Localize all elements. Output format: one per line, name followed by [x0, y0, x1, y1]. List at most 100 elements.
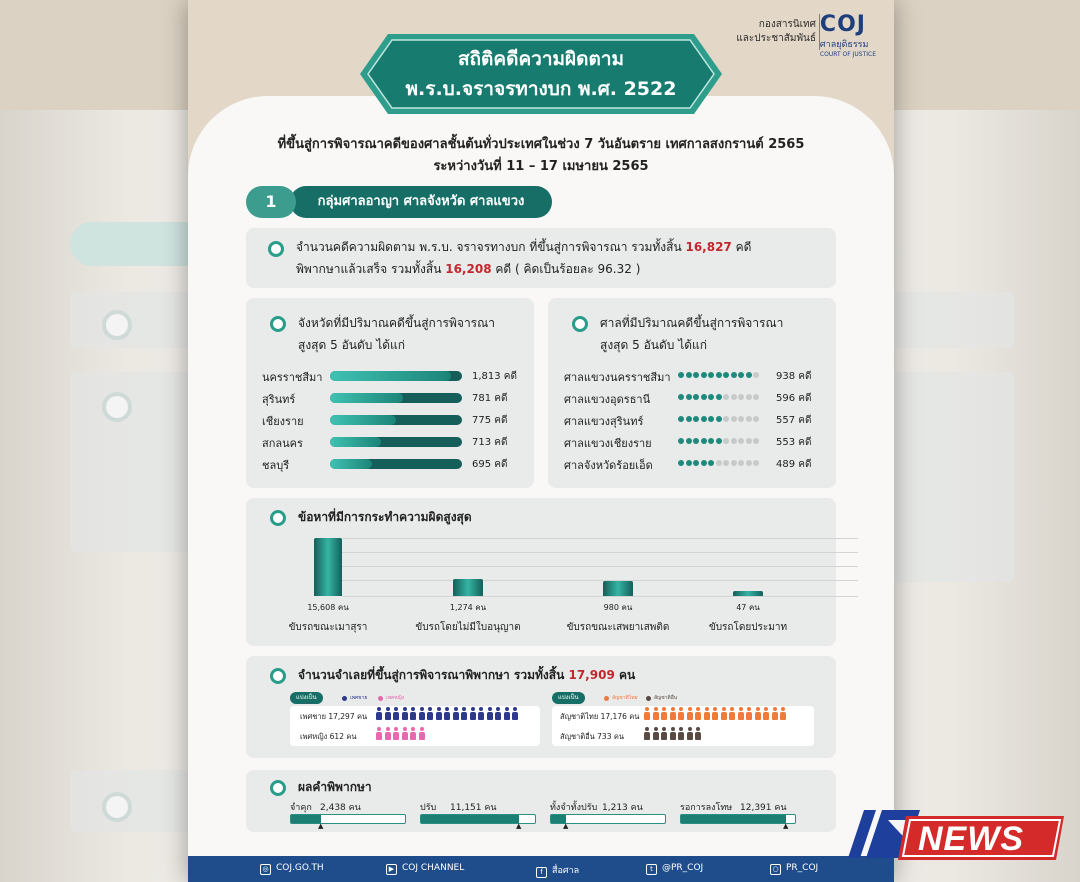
- person-icon: [376, 727, 382, 740]
- person-icon-head: [696, 707, 700, 711]
- person-icon: [720, 707, 727, 720]
- person-icon-body: [686, 712, 693, 720]
- court-dot-filled: [700, 416, 707, 422]
- court-dot-filled: [730, 372, 737, 378]
- other-legend-label: สัญชาติอื่น: [654, 695, 678, 701]
- person-icon-head: [772, 707, 777, 711]
- person-icon-head: [696, 727, 700, 731]
- verdict-label: จำคุก: [290, 803, 312, 813]
- person-icon-head: [377, 727, 381, 731]
- section-number: 1: [246, 186, 296, 218]
- coj-logo-sub-th: ศาลยุติธรรม: [819, 40, 869, 50]
- person-icon: [469, 707, 476, 720]
- court-dot-empty: [753, 438, 759, 444]
- person-icon: [418, 727, 425, 740]
- footer-item[interactable]: t @PR_COJ: [646, 863, 703, 875]
- person-icon-body: [384, 712, 391, 720]
- province-value: 781 คดี: [472, 393, 508, 404]
- verdict-value: 2,438 คน: [320, 803, 361, 813]
- person-icon-head: [687, 727, 692, 731]
- web-icon: ◎: [260, 864, 271, 875]
- court-dot-empty: [745, 416, 752, 422]
- person-icon-body: [452, 712, 459, 720]
- court-value: 596 คดี: [776, 393, 812, 404]
- background-blur-card: [70, 292, 200, 348]
- other-pictogram: [644, 727, 704, 743]
- offence-value-label: 980 คน: [603, 603, 633, 612]
- person-icon-body: [486, 712, 493, 720]
- offence-value-label: 15,608 คน: [307, 603, 349, 612]
- person-icon: [461, 707, 467, 720]
- footer-item-label: COJ.GO.TH: [276, 863, 324, 873]
- background-blur-card: [70, 770, 200, 832]
- male-pictogram: [376, 707, 521, 723]
- summary-total: 16,827: [685, 240, 732, 254]
- footer-item[interactable]: ▶ COJ CHANNEL: [386, 863, 464, 875]
- person-icon: [512, 707, 518, 720]
- court-dot-empty: [745, 394, 752, 400]
- province-name: นครราชสีมา: [262, 371, 323, 384]
- person-icon-body: [644, 732, 650, 740]
- court-dot-scale: [678, 394, 761, 402]
- person-icon-head: [670, 707, 675, 711]
- gender-legend-pill: แบ่งเป็น: [290, 692, 323, 704]
- court-dot-filled: [678, 416, 684, 422]
- court-dot-filled: [685, 394, 692, 400]
- person-icon: [661, 727, 667, 740]
- title-banner: สถิติคดีความผิดตาม พ.ร.บ.จราจรทางบก พ.ศ.…: [358, 32, 724, 116]
- twitter-icon: t: [646, 864, 657, 875]
- person-icon-body: [401, 712, 408, 720]
- offence-bar: [733, 591, 763, 596]
- person-icon-head: [394, 707, 398, 711]
- court-dot-filled: [693, 416, 699, 422]
- female-count: เพศหญิง 612 คน: [300, 732, 357, 741]
- court-dot-filled: [693, 438, 699, 444]
- verdict-bar-track: [290, 814, 406, 824]
- thai-legend-label: สัญชาติไทย: [612, 695, 638, 701]
- court-name: ศาลแขวงสุรินทร์: [564, 415, 644, 428]
- court-dot-empty: [738, 438, 744, 444]
- court-dot-filled: [678, 460, 684, 466]
- person-icon-body: [376, 732, 382, 740]
- court-dot-filled: [685, 372, 692, 378]
- court-dot-scale: [678, 416, 761, 424]
- person-icon-head: [670, 727, 675, 731]
- person-icon-body: [669, 732, 676, 740]
- court-value: 553 คดี: [776, 437, 812, 448]
- person-icon: [686, 727, 693, 740]
- person-icon-body: [461, 712, 467, 720]
- court-dot-empty: [723, 438, 729, 444]
- bullet-icon: [270, 780, 286, 796]
- person-icon-body: [469, 712, 476, 720]
- coj-logo-sub-en: COURT OF JUSTICE: [819, 51, 876, 58]
- verdict-title: ผลคำพิพากษา: [298, 780, 372, 794]
- footer-item[interactable]: f สื่อศาล: [536, 863, 579, 878]
- footer-item[interactable]: ◎ COJ.GO.TH: [260, 863, 324, 875]
- summary-done: 16,208: [445, 262, 492, 276]
- footer-item[interactable]: ○ PR_COJ: [770, 863, 818, 875]
- person-icon-head: [428, 707, 432, 711]
- court-dot-filled: [693, 460, 699, 466]
- person-icon-body: [418, 732, 425, 740]
- court-name: ศาลแขวงเชียงราย: [564, 437, 652, 450]
- court-name: ศาลแขวงนครราชสีมา: [564, 371, 671, 384]
- province-bar: [330, 437, 381, 447]
- instagram-icon: ○: [770, 864, 781, 875]
- person-icon-body: [703, 712, 710, 720]
- court-name: ศาลแขวงอุดรธานี: [564, 393, 651, 406]
- court-dot-filled: [708, 372, 714, 378]
- court-dot-filled: [700, 460, 707, 466]
- court-dot-filled: [678, 438, 684, 444]
- verdict-bar-marker: ▲: [516, 822, 522, 830]
- person-icon: [644, 707, 650, 720]
- person-icon-head: [402, 727, 407, 731]
- provinces-title: จังหวัดที่มีปริมาณคดีขึ้นสู่การพิจารณา ส…: [298, 316, 495, 352]
- gridline: [342, 596, 858, 597]
- person-icon-head: [445, 707, 449, 711]
- coj-logo-text: COJ: [819, 12, 866, 37]
- verdict-bar-track: [680, 814, 796, 824]
- court-dot-filled: [685, 416, 692, 422]
- person-icon: [780, 707, 786, 720]
- offence-category-label: ขับรถขณะเสพยาเสพติด: [566, 622, 670, 633]
- province-bar-track: [330, 437, 462, 447]
